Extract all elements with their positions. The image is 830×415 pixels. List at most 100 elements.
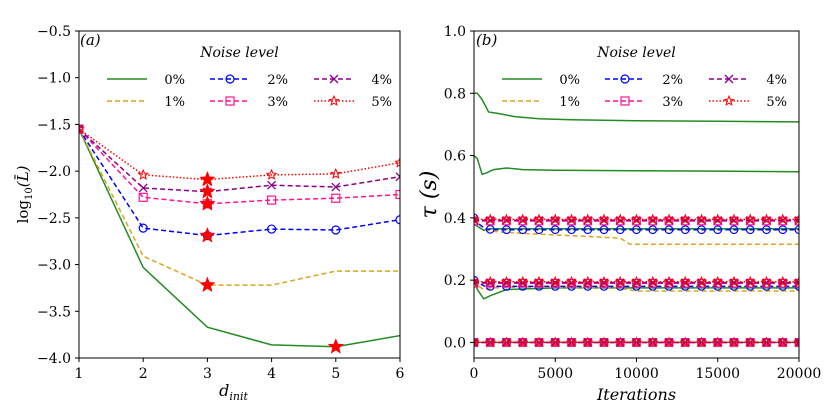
star-marker	[565, 275, 578, 287]
series-group	[79, 122, 400, 348]
circle-marker	[267, 224, 277, 234]
star-marker	[647, 336, 659, 348]
star-marker	[533, 275, 545, 287]
square-marker	[267, 195, 277, 205]
star-marker	[679, 275, 691, 287]
star-marker	[723, 94, 735, 106]
square-marker	[567, 216, 576, 226]
circle-marker	[794, 225, 799, 235]
x-tick-label: 5	[331, 366, 340, 382]
y-tick-label: −2.5	[37, 211, 71, 227]
star-marker	[474, 213, 480, 225]
y-axis-label: log10(L̄)	[14, 165, 35, 223]
square-marker	[648, 278, 658, 288]
star-marker	[744, 275, 756, 287]
plot-frame	[473, 30, 800, 359]
x-tick-label: 4	[267, 366, 276, 382]
star-marker	[630, 213, 643, 225]
y-tick-label: 0.2	[444, 273, 466, 289]
legend-label: 1%	[164, 95, 185, 110]
star-marker	[79, 122, 85, 135]
star-marker	[614, 275, 626, 287]
legend-label: 0%	[164, 73, 185, 88]
star-marker	[582, 336, 594, 348]
star-marker	[647, 213, 659, 225]
star-marker	[500, 213, 513, 225]
circle-marker	[680, 225, 690, 235]
star-marker	[582, 275, 594, 287]
x-axis-label-main: d	[219, 381, 229, 400]
star-marker	[500, 275, 513, 287]
y-tick-label: −2.0	[37, 164, 71, 180]
y-tick-label: 1.0	[444, 24, 466, 40]
star-marker	[565, 213, 578, 225]
star-marker	[484, 336, 496, 348]
legend-label: 4%	[766, 73, 787, 88]
panel-label: (b)	[476, 31, 497, 49]
legend-item: 1%	[107, 95, 185, 110]
y-tick-label: −3.5	[37, 304, 71, 320]
star-marker	[598, 275, 610, 287]
x-marker	[395, 172, 400, 182]
star-marker	[744, 213, 756, 225]
x-marker	[331, 182, 341, 192]
star-marker	[679, 213, 691, 225]
series-line-0%	[474, 155, 799, 176]
star-marker	[695, 275, 708, 287]
legend-label: 2%	[267, 73, 288, 88]
square-marker	[550, 216, 560, 226]
square-marker	[632, 278, 641, 288]
square-marker	[680, 278, 690, 288]
minimum-star	[327, 338, 345, 354]
legend-item: 4%	[709, 73, 787, 88]
circle-marker	[745, 225, 755, 235]
series-line-0%	[474, 223, 799, 232]
y-tick-label: −3.0	[37, 258, 71, 274]
star-marker	[517, 275, 529, 287]
star-marker	[712, 275, 724, 287]
star-marker	[598, 336, 610, 348]
series-group	[474, 92, 799, 348]
square-marker	[713, 216, 723, 226]
legend: Noise level 0% 1% 2% 3% 4% 5%	[107, 45, 392, 110]
star-marker	[663, 213, 675, 225]
star-marker	[598, 213, 610, 225]
square-marker	[664, 216, 674, 226]
legend-item: 0%	[107, 73, 185, 88]
star-marker	[500, 336, 513, 348]
star-marker	[394, 156, 400, 168]
star-marker	[474, 275, 480, 287]
star-marker	[760, 275, 773, 287]
square-marker	[599, 278, 609, 288]
star-marker	[517, 336, 529, 348]
square-marker	[583, 216, 593, 226]
x-marker	[329, 74, 339, 84]
circle-marker	[762, 225, 771, 235]
circle-marker	[713, 225, 723, 235]
square-marker	[680, 216, 690, 226]
circle-marker	[664, 225, 674, 235]
star-marker	[265, 168, 278, 180]
square-marker	[225, 96, 235, 106]
star-marker	[533, 213, 545, 225]
star-marker	[630, 275, 643, 287]
series-line-3%	[79, 128, 400, 205]
circle-marker	[615, 225, 625, 235]
x-tick-label: 0	[470, 366, 479, 382]
y-tick-label: 0.4	[444, 211, 466, 227]
y-axis-label-arg: (L̄)	[14, 165, 32, 187]
legend: Noise level 0% 1% 2% 3% 4% 5%	[502, 45, 787, 110]
circle-marker	[620, 74, 630, 84]
x-axis-label: Iterations	[596, 385, 676, 404]
series-line-1%	[79, 128, 400, 286]
star-marker	[549, 213, 561, 225]
x-tick-label: 10000	[614, 366, 659, 382]
star-marker	[777, 336, 789, 348]
circle-marker	[502, 225, 511, 235]
x-tick-label: 3	[203, 366, 212, 382]
star-marker	[679, 336, 691, 348]
square-marker	[697, 278, 706, 288]
legend-label: 2%	[662, 73, 683, 88]
star-marker	[695, 213, 708, 225]
y-axis-label-main: log	[14, 200, 32, 224]
